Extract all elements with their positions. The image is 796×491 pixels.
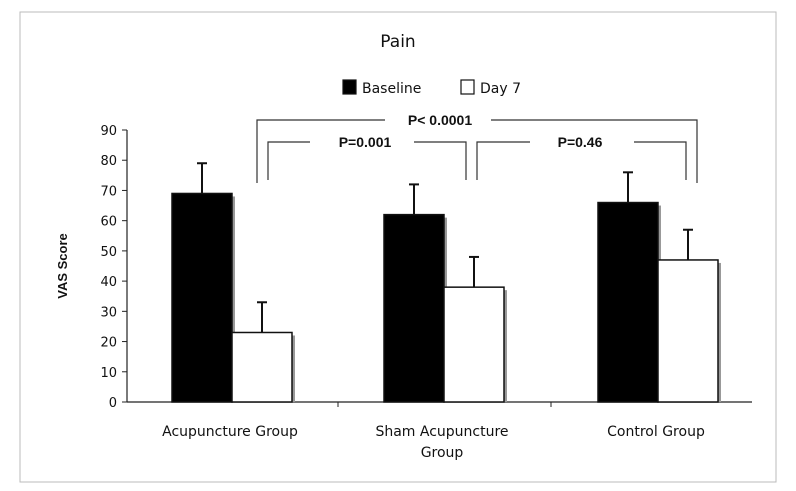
p-value-label: P< 0.0001: [408, 112, 472, 128]
y-tick-label: 60: [100, 215, 117, 230]
legend-swatch: [342, 79, 357, 95]
x-tick-label: Sham Acupuncture: [375, 424, 508, 440]
y-tick-label: 70: [100, 184, 117, 199]
annotations: P< 0.0001 P=0.001 P=0.46: [256, 112, 698, 183]
p-value-label: P=0.46: [558, 134, 603, 150]
bar-baseline: [383, 213, 445, 403]
significance-bracket: [476, 141, 687, 180]
x-tick-label: Control Group: [607, 424, 705, 440]
y-tick-label: 10: [100, 366, 117, 381]
y-tick-label: 90: [100, 124, 117, 139]
x-tick-label: Group: [421, 445, 464, 461]
legend-swatch: [460, 79, 475, 95]
bar-day-7: [443, 286, 505, 403]
legend-label: Day 7: [480, 81, 521, 97]
bar-day-7: [657, 259, 719, 403]
y-axis-label: VAS Score: [55, 233, 70, 299]
x-tick-label: Acupuncture Group: [162, 424, 298, 440]
bar-baseline: [171, 192, 233, 403]
legend: Baseline Day 7: [342, 79, 521, 97]
p-value-label: P=0.001: [339, 134, 392, 150]
bars: [171, 162, 721, 403]
y-tick-label: 80: [100, 154, 117, 169]
y-tick-label: 30: [100, 305, 117, 320]
chart-title: Pain: [380, 32, 415, 52]
bar-baseline: [597, 201, 659, 403]
y-tick-label: 40: [100, 275, 117, 290]
bar-day-7: [231, 331, 293, 403]
significance-bracket: [267, 141, 467, 180]
legend-label: Baseline: [362, 81, 421, 97]
significance-bracket: [256, 119, 698, 183]
y-tick-label: 0: [109, 396, 117, 411]
axes: 0 10 20 30 40 50 60 70 80 90 Acupuncture Group Sham…: [100, 124, 752, 461]
y-tick-label: 50: [100, 245, 117, 260]
y-tick-label: 20: [100, 336, 117, 351]
